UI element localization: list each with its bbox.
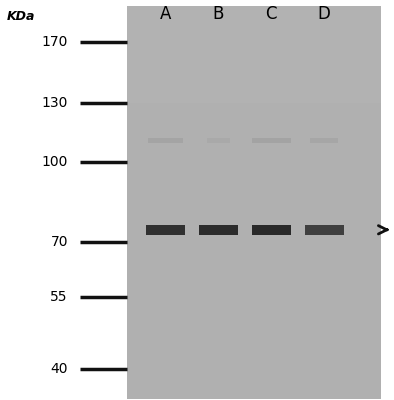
Text: 70: 70 — [50, 235, 68, 249]
Text: 40: 40 — [50, 362, 68, 376]
Text: B: B — [213, 5, 224, 23]
Text: 55: 55 — [50, 290, 68, 304]
Text: D: D — [318, 5, 331, 23]
Text: KDa: KDa — [7, 10, 35, 23]
Text: C: C — [266, 5, 277, 23]
FancyBboxPatch shape — [207, 138, 230, 143]
Text: 170: 170 — [41, 35, 68, 49]
Text: 100: 100 — [41, 155, 68, 169]
FancyBboxPatch shape — [126, 6, 381, 103]
FancyBboxPatch shape — [126, 6, 381, 399]
FancyBboxPatch shape — [252, 225, 291, 235]
Text: 130: 130 — [41, 96, 68, 110]
FancyBboxPatch shape — [252, 138, 291, 143]
Text: A: A — [160, 5, 171, 23]
FancyBboxPatch shape — [148, 138, 183, 143]
FancyBboxPatch shape — [199, 225, 238, 235]
FancyBboxPatch shape — [310, 138, 338, 143]
FancyBboxPatch shape — [305, 225, 344, 235]
FancyBboxPatch shape — [146, 225, 185, 235]
